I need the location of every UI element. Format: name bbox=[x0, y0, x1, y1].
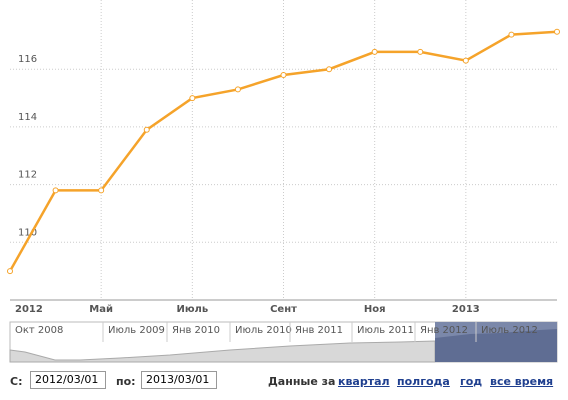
data-point bbox=[143, 126, 150, 133]
navigator: Окт 2008 Июль 2009 Янв 2010 Июль 2010 Янв 20… bbox=[9, 321, 558, 363]
data-point bbox=[326, 66, 333, 73]
navigator-label: Июль 2012 bbox=[481, 325, 538, 336]
range-link[interactable]: год bbox=[460, 375, 483, 388]
range-link[interactable]: полгода bbox=[397, 375, 450, 388]
data-point bbox=[7, 268, 13, 275]
navigator-label: Янв 2012 bbox=[420, 325, 468, 336]
x-tick-label: Ноя bbox=[364, 304, 386, 315]
y-tick-label: 116 bbox=[18, 54, 37, 65]
from-label: С: bbox=[10, 375, 23, 388]
navigator-label: Июль 2010 bbox=[235, 325, 292, 336]
data-point bbox=[98, 187, 105, 194]
data-point bbox=[189, 95, 196, 102]
navigator-label: Июль 2011 bbox=[357, 325, 414, 336]
data-point bbox=[417, 48, 424, 55]
data-point bbox=[234, 86, 241, 93]
y-tick-label: 112 bbox=[18, 170, 37, 181]
range-link[interactable]: квартал bbox=[338, 375, 390, 388]
x-tick-label: 2013 bbox=[452, 304, 480, 315]
navigator-area-selected bbox=[435, 329, 557, 362]
navigator-label: Окт 2008 bbox=[15, 325, 63, 336]
x-tick-label: Сент bbox=[270, 304, 297, 315]
data-point bbox=[280, 72, 287, 78]
series-line bbox=[8, 30, 558, 272]
chart: Окт 2008 Июль 2009 Янв 2010 Июль 2010 Янв 20… bbox=[7, 0, 560, 363]
navigator-label: Июль 2009 bbox=[108, 325, 165, 336]
range-link[interactable]: все время bbox=[490, 375, 554, 388]
data-point bbox=[554, 28, 560, 35]
navigator-label: Янв 2010 bbox=[172, 325, 220, 336]
x-tick-label: Июль bbox=[176, 304, 208, 315]
from-input[interactable]: 2012/03/01 bbox=[30, 371, 106, 389]
to-label: по: bbox=[116, 375, 136, 388]
navigator-label: Янв 2011 bbox=[295, 325, 343, 336]
data-point bbox=[462, 57, 469, 64]
x-tick-label: 2012 bbox=[15, 304, 43, 315]
data-point bbox=[371, 48, 378, 55]
data-point bbox=[52, 187, 59, 194]
data-point bbox=[508, 31, 515, 38]
x-tick-label: Май bbox=[89, 304, 113, 315]
y-tick-label: 114 bbox=[18, 112, 37, 123]
to-input[interactable]: 2013/03/01 bbox=[141, 371, 217, 389]
range-label: Данные за bbox=[268, 375, 336, 388]
y-tick-label: 110 bbox=[18, 227, 37, 238]
date-form: С: 2012/03/01 по: 2013/03/01 Данные за к… bbox=[0, 368, 568, 396]
